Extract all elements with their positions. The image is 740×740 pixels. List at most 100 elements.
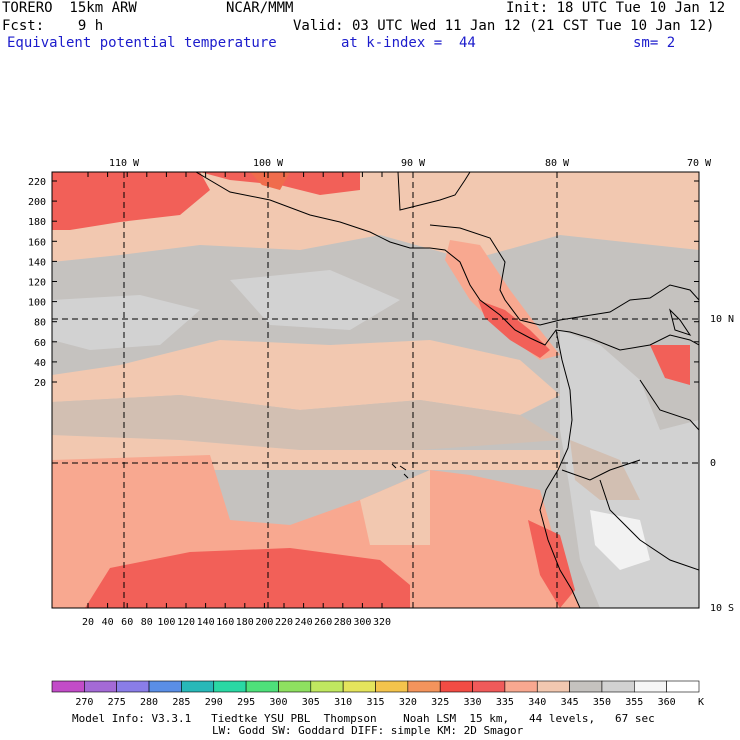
field-colombia-hot xyxy=(650,345,690,385)
colorbar-swatch xyxy=(407,680,441,693)
y-tick-label: 120 xyxy=(28,278,46,289)
colorbar-swatch xyxy=(601,680,635,693)
map-frame xyxy=(51,171,700,609)
level-index: at k-index = 44 xyxy=(341,35,476,51)
colorbar-swatch xyxy=(278,680,312,693)
border-ecuador xyxy=(561,459,641,481)
lon-label: 80 W xyxy=(545,158,570,169)
lat-label: 10 S xyxy=(710,603,734,614)
border-peru xyxy=(599,479,699,571)
model-info: Model Info: V3.3.1 Tiedtke YSU PBL Thomp… xyxy=(72,712,655,725)
valid-time: Valid: 03 UTC Wed 11 Jan 12 (21 CST Tue … xyxy=(293,18,715,34)
y-tick-label: 60 xyxy=(34,338,46,349)
x-tick-label: 120 xyxy=(177,617,195,628)
x-tick-label: 220 xyxy=(275,617,293,628)
field-n-peak xyxy=(250,172,290,190)
colorbar-swatch xyxy=(375,680,409,693)
y-tick-label: 200 xyxy=(28,197,46,208)
field-land-tan xyxy=(570,440,640,500)
colorbar-label: 360 xyxy=(658,697,676,708)
field-mid-band xyxy=(52,340,560,415)
colorbar-swatch xyxy=(213,680,247,693)
border-brazil xyxy=(639,379,699,431)
x-axis: 20 40 60 80 100 120 140 160 180 200 220 240 260 280 30… xyxy=(82,172,391,628)
colorbar-swatch xyxy=(245,680,279,693)
colorbar-label: 280 xyxy=(140,697,158,708)
field-grey-mid xyxy=(230,270,400,330)
center-name: NCAR/MMM xyxy=(226,0,294,16)
colorbar-swatch xyxy=(116,680,150,693)
y-tick-label: 100 xyxy=(28,298,46,309)
y-tick-label: 140 xyxy=(28,257,46,268)
x-tick-label: 140 xyxy=(197,617,215,628)
colorbar-swatch xyxy=(472,680,506,693)
colorbar-swatch xyxy=(569,680,603,693)
lat-labels: 10 N 0 10 S xyxy=(710,314,734,614)
x-tick-label: 80 xyxy=(141,617,153,628)
y-axis: 220 200 180 160 140 120 100 80 60 40 20 xyxy=(28,177,699,389)
x-tick-label: 300 xyxy=(353,617,371,628)
init-time: Init: 18 UTC Tue 10 Jan 12 xyxy=(506,0,726,16)
colorbar-label: 275 xyxy=(108,697,126,708)
x-tick-label: 60 xyxy=(121,617,133,628)
x-tick-label: 20 xyxy=(82,617,94,628)
border-colombia xyxy=(589,334,699,351)
coast-south-america xyxy=(539,329,581,608)
x-tick-label: 160 xyxy=(216,617,234,628)
colorbar-label: 330 xyxy=(464,697,482,708)
colorbar-label: 320 xyxy=(399,697,417,708)
lat-label: 10 N xyxy=(710,314,734,325)
field-band-north xyxy=(52,172,699,262)
x-tick-label: 180 xyxy=(236,617,254,628)
colorbar-unit: K xyxy=(698,697,704,708)
colorbar-label: 345 xyxy=(561,697,579,708)
colorbar-label: 290 xyxy=(205,697,223,708)
coast-yucatan xyxy=(397,172,471,211)
smoothing: sm= 2 xyxy=(633,35,676,51)
colorbar-swatch xyxy=(342,680,376,693)
colorbar-swatch xyxy=(504,680,538,693)
field-ca-warm xyxy=(445,240,560,360)
x-tick-label: 260 xyxy=(314,617,332,628)
colorbar-swatch xyxy=(181,680,215,693)
colorbar-swatch xyxy=(148,680,182,693)
galapagos xyxy=(391,463,409,479)
lon-labels: 110 W 100 W 90 W 80 W 70 W xyxy=(109,158,712,169)
forecast-hour: Fcst: 9 h xyxy=(2,18,104,34)
colorbar-label: 340 xyxy=(528,697,546,708)
x-tick-label: 200 xyxy=(255,617,273,628)
y-tick-label: 180 xyxy=(28,217,46,228)
field-land-white xyxy=(590,510,650,570)
lat-label: 0 xyxy=(710,458,716,469)
y-tick-label: 220 xyxy=(28,177,46,188)
y-tick-label: 80 xyxy=(34,318,46,329)
y-tick-label: 40 xyxy=(34,358,46,369)
colorbar-swatch xyxy=(633,680,667,693)
colorbar-label: 305 xyxy=(302,697,320,708)
colorbar-label: 270 xyxy=(75,697,93,708)
field-south-hot xyxy=(85,548,410,608)
colorbar: 270 275 280 285 290 295 300 305 310 315 320 325 330 3… xyxy=(51,680,704,708)
theta-e-field xyxy=(52,172,699,608)
lon-label: 100 W xyxy=(253,158,284,169)
colorbar-swatch xyxy=(84,680,117,693)
graticule xyxy=(52,172,699,608)
field-peru-hot xyxy=(528,520,575,608)
field-mid-band-2 xyxy=(52,395,560,450)
lon-label: 90 W xyxy=(401,158,426,169)
coast-mexico xyxy=(195,172,591,346)
colorbar-label: 335 xyxy=(496,697,514,708)
colorbar-label: 350 xyxy=(593,697,611,708)
colorbar-swatch xyxy=(51,680,85,693)
colorbar-swatch xyxy=(439,680,473,693)
y-tick-label: 20 xyxy=(34,378,46,389)
y-tick-label: 160 xyxy=(28,237,46,248)
colorbar-label: 285 xyxy=(172,697,190,708)
colorbar-swatch xyxy=(536,680,570,693)
colorbar-swatch xyxy=(310,680,344,693)
model-name: TORERO 15km ARW xyxy=(2,0,137,16)
colorbar-label: 355 xyxy=(625,697,643,708)
x-tick-label: 100 xyxy=(157,617,175,628)
x-tick-label: 320 xyxy=(373,617,391,628)
